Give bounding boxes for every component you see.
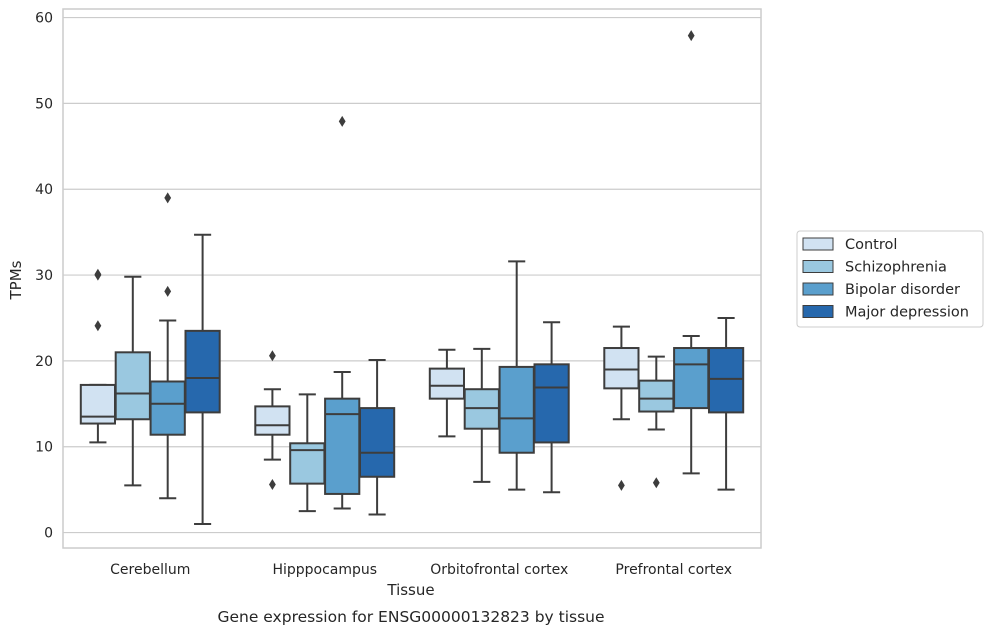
- box-iqr: [254, 405, 291, 436]
- box-iqr: [358, 407, 396, 478]
- y-tick-label-0: 0: [44, 526, 53, 542]
- box-iqr: [184, 329, 221, 414]
- y-tick-labels: 0 10 20 30 40 50 60: [35, 11, 53, 542]
- box-iqr: [79, 383, 117, 425]
- x-tick-label-2: Orbitofrontal cortex: [430, 562, 568, 578]
- x-axis-label: Tissue: [386, 581, 434, 599]
- y-tick-label-40: 40: [35, 182, 53, 198]
- box-3-1: [358, 359, 396, 516]
- y-tick-label-30: 30: [35, 268, 53, 284]
- box-iqr: [603, 347, 640, 390]
- y-tick-label-10: 10: [35, 440, 53, 456]
- legend: Control Schizophrenia Bipolar disorder Majo…: [796, 230, 984, 328]
- box-0-3: [603, 325, 640, 491]
- x-tick-label-1: Hipppocampus: [272, 562, 377, 578]
- legend-swatch-2: [802, 282, 834, 296]
- box-1-0: [114, 275, 151, 487]
- box-1-1: [289, 393, 326, 513]
- y-axis-label: TPMs: [7, 260, 25, 300]
- box-2-1: [324, 115, 361, 510]
- legend-label-0: Control: [845, 237, 897, 253]
- box-iqr: [638, 379, 675, 413]
- box-iqr: [324, 397, 361, 495]
- outlier-1: [269, 478, 276, 490]
- series-3: [184, 233, 745, 525]
- box-0-0: [79, 268, 117, 444]
- box-iqr: [707, 347, 745, 414]
- box-iqr: [114, 351, 151, 421]
- outlier-0: [338, 115, 346, 127]
- box-iqr: [428, 367, 466, 400]
- y-tick-label-60: 60: [35, 11, 53, 27]
- x-tick-labels: Cerebellum Hipppocampus Orbitofrontal cort…: [110, 562, 732, 578]
- box-3-3: [707, 316, 745, 491]
- box-0-2: [428, 348, 466, 438]
- x-tick-label-0: Cerebellum: [110, 562, 190, 578]
- box-2-0: [149, 192, 186, 500]
- outlier-0: [269, 350, 276, 362]
- box-layer: [79, 30, 745, 525]
- box-iqr: [498, 365, 535, 454]
- box-1-2: [463, 347, 500, 483]
- box-3-2: [533, 321, 570, 494]
- box-2-2: [498, 260, 535, 491]
- y-tick-label-20: 20: [35, 354, 53, 370]
- box-1-3: [638, 355, 675, 489]
- legend-swatch-3: [802, 305, 834, 318]
- legend-swatch-1: [802, 260, 834, 273]
- legend-swatch-0: [802, 237, 834, 251]
- outlier-0: [618, 479, 625, 491]
- outlier-0: [687, 30, 695, 42]
- y-tick-label-50: 50: [35, 96, 53, 112]
- outlier-2: [94, 320, 102, 332]
- box-iqr: [533, 363, 570, 444]
- outlier-1: [94, 269, 102, 281]
- legend-label-1: Schizophrenia: [845, 260, 947, 276]
- box-iqr: [149, 380, 186, 436]
- figure-caption: Gene expression for ENSG00000132823 by t…: [217, 608, 604, 626]
- box-3-0: [184, 233, 221, 525]
- box-2-3: [673, 30, 710, 475]
- series-1: [114, 275, 675, 513]
- legend-label-3: Major depression: [845, 305, 969, 321]
- x-tick-label-3: Prefrontal cortex: [615, 562, 732, 578]
- series-0: [79, 268, 640, 491]
- legend-frame: [796, 230, 984, 328]
- plot-frame: [62, 8, 762, 549]
- outlier-1: [164, 285, 172, 297]
- outlier-0: [652, 477, 660, 489]
- box-0-1: [254, 350, 291, 490]
- grid-lines: [63, 16, 761, 534]
- series-2: [149, 30, 710, 510]
- legend-label-2: Bipolar disorder: [845, 282, 960, 298]
- box-iqr: [673, 347, 710, 410]
- outlier-0: [164, 192, 172, 204]
